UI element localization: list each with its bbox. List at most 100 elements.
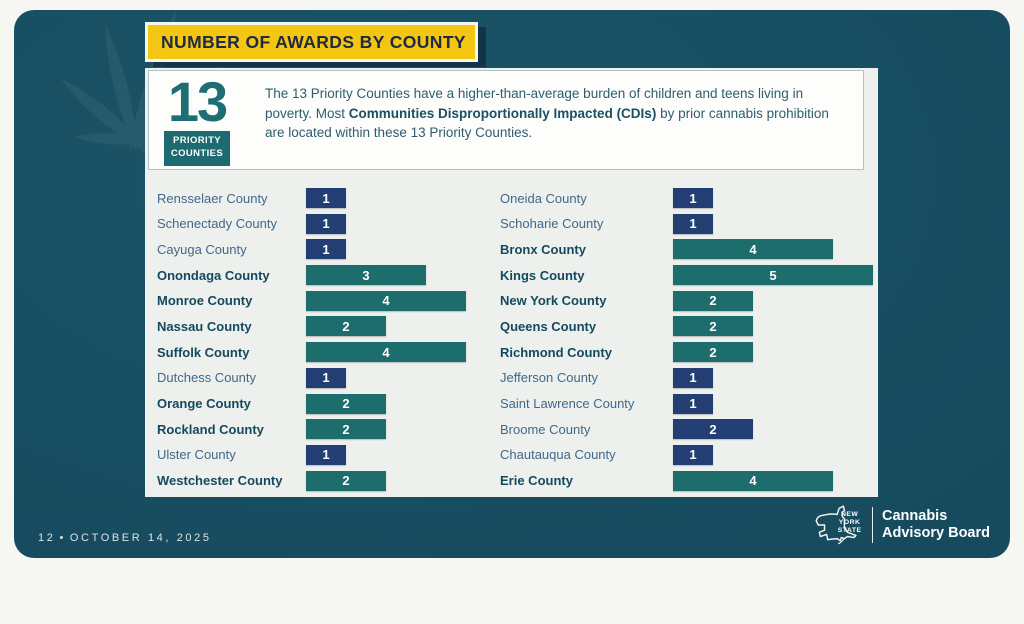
bar-value: 3	[362, 267, 370, 283]
county-row: Onondaga County 3	[157, 265, 500, 286]
county-row: Jefferson County 1	[500, 367, 878, 388]
nys-logo-wordmark: NEW YORK STATE	[838, 511, 862, 535]
bar-value: 4	[382, 344, 390, 360]
bar-value: 1	[322, 216, 330, 232]
award-count-bar: 2	[306, 393, 386, 414]
county-label: Kings County	[500, 267, 585, 283]
bar-value: 1	[689, 396, 697, 411]
county-row: Saint Lawrence County 1	[500, 393, 878, 414]
org-name-line: Advisory Board	[882, 525, 990, 541]
county-label: Bronx County	[500, 241, 586, 257]
bar-value: 2	[342, 318, 350, 334]
county-row: New York County 2	[500, 290, 878, 311]
chart-column-left: Rensselaer County 1 Schenectady County 1 Cay…	[157, 188, 500, 491]
county-row: Ulster County 1	[157, 444, 500, 465]
awards-by-county-chart: Rensselaer County 1 Schenectady County 1 Cay…	[157, 188, 878, 491]
county-row: Westchester County 2	[157, 470, 500, 491]
county-row: Chautauqua County 1	[500, 444, 878, 465]
nys-cannabis-advisory-board-logo: NEW YORK STATE Cannabis Advisory Board	[812, 504, 990, 546]
bar-value: 4	[382, 293, 390, 309]
county-label: Cayuga County	[157, 241, 247, 257]
new-york-state-outline-icon	[815, 505, 857, 545]
county-label: Monroe County	[157, 293, 253, 309]
bar-value: 1	[689, 190, 697, 206]
org-name-line: Cannabis	[882, 508, 948, 525]
county-label: Schenectady County	[157, 216, 277, 232]
county-row: Oneida County 1	[500, 188, 878, 208]
county-row: Schoharie County 1	[500, 213, 878, 234]
priority-counties-badge: PRIORITY COUNTIES	[164, 131, 230, 166]
award-count-bar: 1	[673, 393, 713, 414]
priority-counties-count: 13	[167, 70, 228, 133]
award-count-bar: 1	[306, 444, 346, 465]
county-label: Westchester County	[157, 473, 283, 489]
county-label: Broome County	[500, 421, 591, 437]
bar-value: 1	[322, 370, 330, 386]
nys-wordmark-line: YORK	[838, 518, 861, 526]
county-label: Erie County	[500, 473, 573, 489]
bar-value: 2	[342, 473, 350, 489]
nys-wordmark-line: STATE	[837, 527, 862, 535]
bar-value: 1	[689, 447, 697, 463]
award-count-bar: 4	[306, 290, 466, 311]
summary-text: by prior cannabis prohibition are locate…	[265, 105, 829, 141]
county-row: Monroe County 4	[157, 290, 500, 311]
slide-footer: 12 • OCTOBER 14, 2025	[38, 532, 216, 544]
county-label: Rockland County	[157, 421, 264, 437]
award-count-bar: 1	[673, 444, 713, 465]
award-count-bar: 4	[306, 342, 466, 363]
county-row: Erie County 4	[500, 470, 878, 491]
county-label: Queens County	[500, 318, 597, 334]
bar-value: 2	[709, 318, 717, 334]
county-label: Chautauqua County	[500, 447, 616, 463]
county-label: Schoharie County	[500, 216, 604, 232]
county-label: Richmond County	[500, 344, 612, 360]
award-count-bar: 1	[306, 367, 346, 388]
bar-value: 1	[322, 190, 330, 206]
county-row: Rensselaer County 1	[157, 188, 500, 208]
award-count-bar: 5	[673, 265, 873, 286]
summary-paragraph: The 13 Priority Counties have a higher-t…	[245, 71, 863, 169]
county-label: Oneida County	[500, 190, 587, 206]
county-label: Nassau County	[157, 318, 252, 334]
county-label: Ulster County	[157, 447, 236, 463]
county-row: Kings County 5	[500, 265, 878, 286]
summary-text: The 13 Priority Counties have a higher-t…	[265, 86, 804, 121]
award-count-bar: 2	[673, 316, 753, 337]
slide-title-banner: NUMBER OF AWARDS BY COUNTY	[145, 22, 478, 62]
presentation-slide: NUMBER OF AWARDS BY COUNTY 13 PRIORITY C…	[14, 8, 1010, 558]
award-count-bar: 1	[306, 213, 346, 234]
award-count-bar: 2	[673, 342, 753, 363]
county-label: Onondaga County	[157, 267, 270, 283]
county-label: Rensselaer County	[157, 190, 268, 206]
county-label: Dutchess County	[157, 370, 256, 386]
bar-value: 4	[749, 241, 757, 257]
award-count-bar: 2	[673, 290, 753, 311]
county-label: Suffolk County	[157, 344, 250, 360]
badge-line: COUNTIES	[170, 148, 224, 160]
priority-counties-summary-card: 13 PRIORITY COUNTIES The 13 Priority Cou…	[148, 70, 864, 170]
org-name: Cannabis Advisory Board	[882, 508, 990, 541]
badge-line: PRIORITY	[172, 135, 222, 147]
county-label: Orange County	[157, 396, 251, 411]
county-row: Suffolk County 4	[157, 342, 500, 363]
bar-value: 1	[689, 370, 697, 386]
bar-value: 2	[709, 293, 717, 309]
bar-value: 1	[689, 216, 697, 232]
county-row: Dutchess County 1	[157, 367, 500, 388]
bar-value: 2	[342, 421, 350, 437]
county-label: New York County	[500, 293, 607, 309]
county-row: Richmond County 2	[500, 342, 878, 363]
county-row: Rockland County 2	[157, 419, 500, 440]
award-count-bar: 1	[673, 188, 713, 208]
award-count-bar: 1	[306, 239, 346, 260]
award-count-bar: 1	[673, 367, 713, 388]
bar-value: 1	[322, 241, 330, 257]
award-count-bar: 2	[673, 419, 753, 440]
bar-value: 2	[342, 396, 350, 411]
award-count-bar: 4	[673, 470, 833, 491]
county-row: Orange County 2	[157, 393, 500, 414]
award-count-bar: 2	[306, 470, 386, 491]
award-count-bar: 2	[306, 316, 386, 337]
nys-wordmark-line: NEW	[840, 510, 859, 518]
